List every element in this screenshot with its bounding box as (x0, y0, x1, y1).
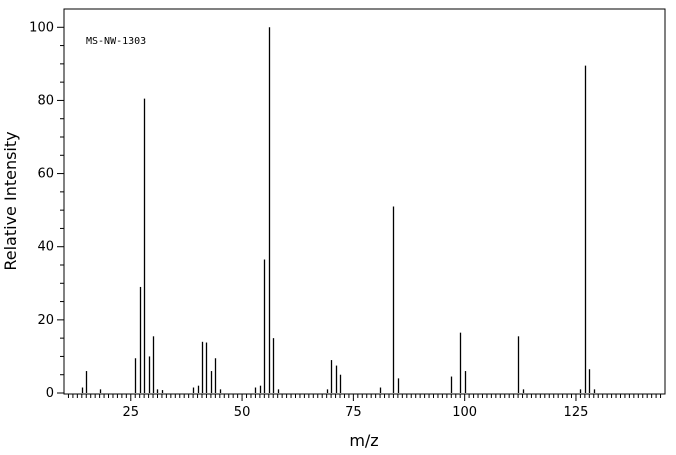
x-tick-label: 50 (234, 405, 251, 420)
spectrum-peaks (81, 27, 596, 393)
y-tick-label: 40 (37, 240, 54, 255)
x-tick-label: 125 (564, 405, 589, 420)
spectrum-id-annotation: MS-NW-1303 (86, 36, 146, 47)
y-tick-label: 60 (37, 167, 54, 182)
x-tick-label: 75 (345, 405, 362, 420)
x-axis-label: m/z (349, 431, 378, 450)
plot-frame (63, 8, 666, 395)
x-tick-label: 25 (123, 405, 140, 420)
y-tick-label: 80 (37, 93, 54, 108)
y-tick-label: 0 (46, 386, 54, 401)
y-axis-label: Relative Intensity (1, 131, 20, 270)
x-tick-label: 100 (452, 405, 477, 420)
y-tick-label: 20 (37, 313, 54, 328)
y-axis-ticks: 0 20 40 60 80 100 (29, 20, 64, 401)
y-tick-label: 100 (29, 20, 54, 35)
x-axis-ticks: 25 50 75 100 125 (67, 394, 662, 420)
